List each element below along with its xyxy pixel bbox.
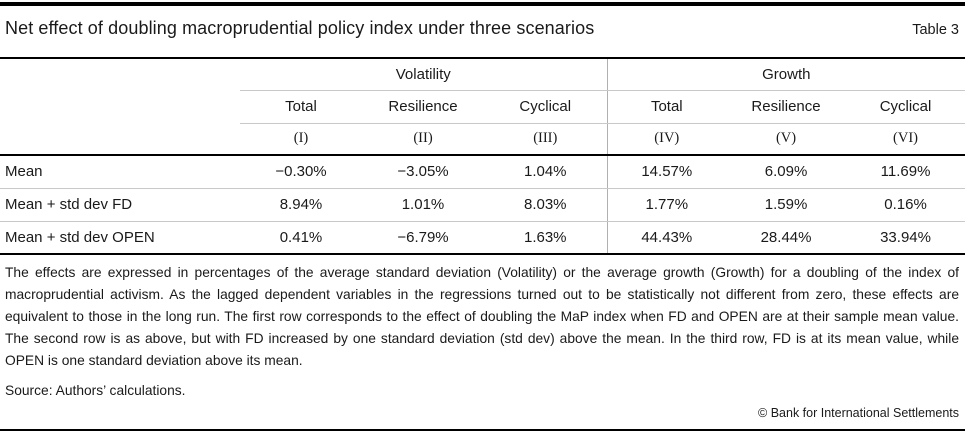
top-rule xyxy=(0,2,965,6)
value-cell: −3.05% xyxy=(362,155,484,189)
value-cell: 14.57% xyxy=(606,155,727,189)
value-cell: 33.94% xyxy=(846,221,965,255)
title-row: Net effect of doubling macroprudential p… xyxy=(0,18,965,39)
col-number: (V) xyxy=(726,123,847,156)
table-row-mean-std-open: Mean + std dev OPEN 0.41% −6.79% 1.63% 4… xyxy=(0,221,965,255)
value-cell: 1.01% xyxy=(362,188,484,222)
page-title: Net effect of doubling macroprudential p… xyxy=(5,18,595,38)
row-label: Mean + std dev FD xyxy=(0,188,240,222)
value-cell: 1.59% xyxy=(726,188,847,222)
col-header: Cyclical xyxy=(484,90,608,124)
col-number: (I) xyxy=(240,123,362,156)
col-header: Resilience xyxy=(362,90,484,124)
results-table: Volatility Growth Total Resilience Cycli… xyxy=(0,59,965,255)
value-cell: 6.09% xyxy=(726,155,847,189)
col-number: (II) xyxy=(362,123,484,156)
sub-header-row: Total Resilience Cyclical Total Resilien… xyxy=(0,90,965,124)
title-rule xyxy=(0,57,965,59)
value-cell: 8.94% xyxy=(240,188,362,222)
col-header: Resilience xyxy=(726,90,847,124)
stub-cell xyxy=(0,59,240,90)
value-cell: 8.03% xyxy=(484,188,608,222)
col-number: (IV) xyxy=(606,123,727,156)
table-number-label: Table 3 xyxy=(912,22,959,38)
group-header-volatility: Volatility xyxy=(240,59,608,91)
col-number: (III) xyxy=(484,123,608,156)
col-header: Total xyxy=(606,90,727,124)
value-cell: 1.63% xyxy=(484,221,608,255)
value-cell: −6.79% xyxy=(362,221,484,255)
copyright-notice: © Bank for International Settlements xyxy=(758,406,959,420)
stub-cell xyxy=(0,123,240,156)
stub-cell xyxy=(0,90,240,123)
col-number: (VI) xyxy=(846,123,965,156)
row-label: Mean xyxy=(0,155,240,189)
source-note: Source: Authors’ calculations. xyxy=(5,383,186,398)
table-row-mean: Mean −0.30% −3.05% 1.04% 14.57% 6.09% 11… xyxy=(0,155,965,189)
value-cell: 1.04% xyxy=(484,155,608,189)
bottom-rule xyxy=(0,429,965,431)
table-row-mean-std-fd: Mean + std dev FD 8.94% 1.01% 8.03% 1.77… xyxy=(0,188,965,222)
table-footnote: The effects are expressed in percentages… xyxy=(5,265,959,368)
value-cell: 11.69% xyxy=(846,155,965,189)
value-cell: 44.43% xyxy=(606,221,727,255)
value-cell: −0.30% xyxy=(240,155,362,189)
col-header: Cyclical xyxy=(846,90,965,124)
row-label: Mean + std dev OPEN xyxy=(0,221,240,255)
group-header-row: Volatility Growth xyxy=(0,59,965,91)
value-cell: 28.44% xyxy=(726,221,847,255)
value-cell: 1.77% xyxy=(606,188,727,222)
value-cell: 0.41% xyxy=(240,221,362,255)
column-number-row: (I) (II) (III) (IV) (V) (VI) xyxy=(0,123,965,156)
value-cell: 0.16% xyxy=(846,188,965,222)
group-header-growth: Growth xyxy=(606,59,965,91)
col-header: Total xyxy=(240,90,362,124)
